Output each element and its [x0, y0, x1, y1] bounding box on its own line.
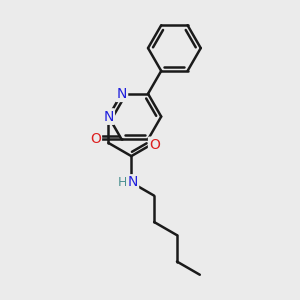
Text: O: O [90, 132, 101, 146]
Text: N: N [116, 87, 127, 101]
Text: O: O [149, 138, 160, 152]
Text: H: H [117, 176, 127, 189]
Text: N: N [103, 110, 114, 124]
Text: N: N [128, 176, 138, 190]
